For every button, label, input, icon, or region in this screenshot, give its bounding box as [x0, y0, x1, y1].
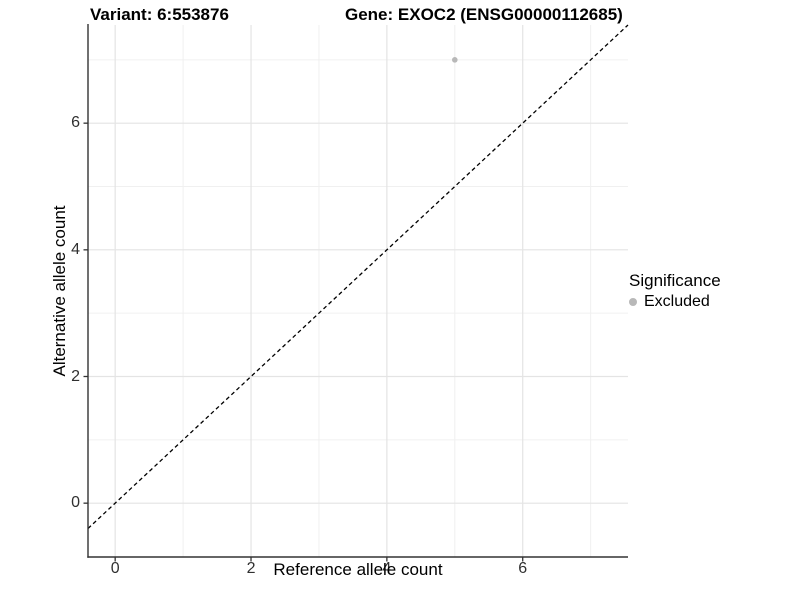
x-tick-label: 4	[382, 560, 392, 577]
x-tick-label: 0	[110, 560, 120, 577]
excluded-point-icon	[629, 298, 637, 306]
identity-line	[87, 24, 629, 529]
legend-title: Significance	[629, 271, 721, 290]
y-tick-label: 4	[71, 240, 80, 258]
y-axis-title: Alternative allele count	[50, 205, 69, 377]
x-axis-title: Reference allele count	[273, 560, 443, 579]
legend-item-label: Excluded	[644, 293, 710, 310]
plot-title-gene: Gene: EXOC2 (ENSG00000112685)	[345, 5, 623, 24]
legend: Significance Excluded	[629, 271, 721, 311]
y-tick-label: 2	[71, 367, 80, 385]
x-tick-label: 6	[518, 560, 528, 577]
y-tick-label: 0	[71, 494, 80, 512]
plot-title-variant: Variant: 6:553876	[90, 5, 229, 24]
legend-item-excluded: Excluded	[629, 293, 721, 311]
y-tick-label: 6	[71, 114, 80, 132]
x-tick-label: 2	[246, 560, 256, 577]
data-point	[451, 57, 458, 63]
